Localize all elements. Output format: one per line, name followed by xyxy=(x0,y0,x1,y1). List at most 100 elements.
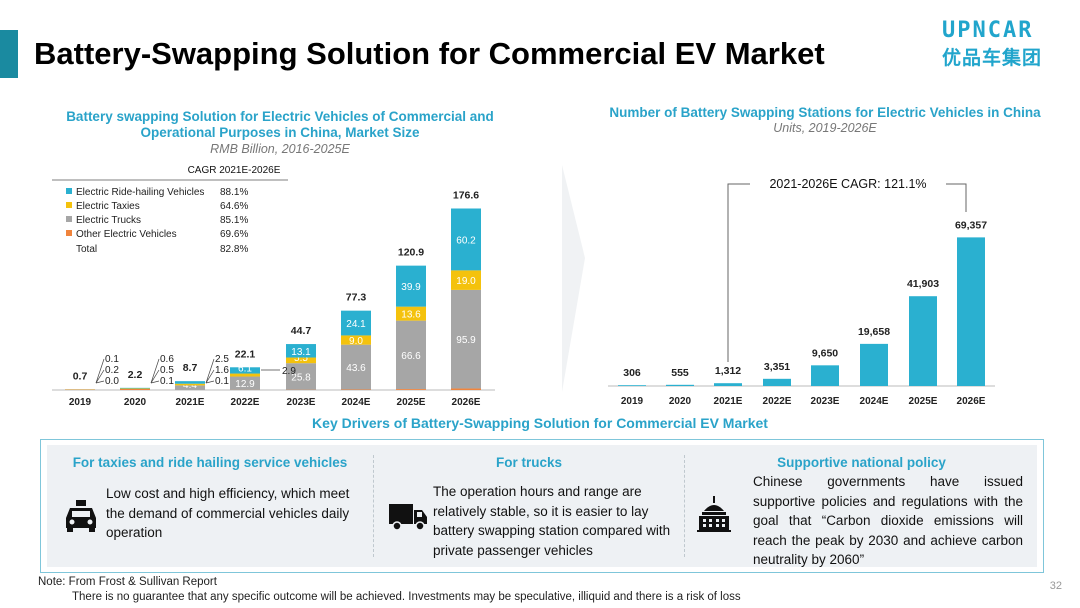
bar-value-label: 3,351 xyxy=(764,361,790,373)
bar-segment-electric-ride-hailing-vehicles xyxy=(175,381,205,384)
x-tick-label: 2021E xyxy=(176,397,205,408)
total-label: 176.6 xyxy=(453,189,479,201)
station-bar xyxy=(957,237,985,386)
total-label: 22.1 xyxy=(235,348,256,360)
legend-label: Electric Taxies xyxy=(76,201,140,212)
bar-segment-electric-trucks xyxy=(341,344,371,390)
drivers-panel: For taxies and ride hailing service vehi… xyxy=(40,439,1044,573)
column-divider xyxy=(684,455,685,557)
bar-segment-electric-ride-hailing-vehicles xyxy=(396,265,426,307)
callout-leader xyxy=(205,369,215,384)
bar-segment-other-electric-vehicles xyxy=(120,388,150,390)
segment-label: 19.0 xyxy=(456,276,476,287)
x-tick-label: 2019 xyxy=(69,397,92,408)
market-size-chart-subtitle: RMB Billion, 2016-2025E xyxy=(210,142,350,156)
bar-segment-electric-ride-hailing-vehicles xyxy=(341,310,371,336)
callout-label: 0.1 xyxy=(215,376,229,387)
callout-label: 2.9 xyxy=(282,366,296,377)
x-tick-label: 2022E xyxy=(763,396,792,407)
x-tick-label: 2025E xyxy=(909,396,938,407)
segment-label: 5.5 xyxy=(294,353,308,364)
legend-label: Other Electric Vehicles xyxy=(76,229,177,240)
callout-leader xyxy=(95,369,105,384)
x-tick-label: 2020 xyxy=(669,396,692,407)
x-tick-label: 2024E xyxy=(342,397,371,408)
segment-label: 13.1 xyxy=(291,347,311,358)
x-tick-label: 2026E xyxy=(452,397,481,408)
cagr-label: 2021-2026E CAGR: 121.1% xyxy=(769,177,926,191)
bar-segment-other-electric-vehicles xyxy=(396,389,426,390)
callout-leader xyxy=(205,358,215,384)
total-label: 77.3 xyxy=(346,292,367,304)
bar-value-label: 306 xyxy=(623,367,641,379)
legend-total-label: Total xyxy=(76,244,97,255)
driver-title-policy: Supportive national policy xyxy=(777,455,946,470)
total-label: 8.7 xyxy=(183,362,198,374)
stations-chart-subtitle: Units, 2019-2026E xyxy=(773,121,877,135)
x-tick-label: 2021E xyxy=(714,396,743,407)
segment-label: 0.4 xyxy=(73,380,87,391)
x-tick-label: 2020 xyxy=(124,397,147,408)
truck-icon xyxy=(387,500,429,537)
bar-segment-electric-taxies xyxy=(230,373,260,377)
station-bar xyxy=(714,383,742,386)
disclaimer: There is no guarantee that any specific … xyxy=(72,591,741,603)
logo-wordmark: UPNCAR xyxy=(942,18,1034,43)
bar-segment-electric-taxies xyxy=(175,383,205,386)
station-bar xyxy=(618,385,646,386)
segment-label: 4.4 xyxy=(183,380,197,391)
cagr-header: CAGR 2021E-2026E xyxy=(188,165,281,176)
callout-leader xyxy=(150,369,160,384)
callout-label: 1.6 xyxy=(215,365,229,376)
x-tick-label: 2023E xyxy=(811,396,840,407)
callout-leader xyxy=(150,358,160,384)
legend-swatch xyxy=(66,188,72,194)
bar-segment-electric-trucks xyxy=(175,385,205,390)
station-bar xyxy=(909,296,937,386)
segment-label: 1.0 xyxy=(128,380,142,391)
company-logo: UPNCAR 优品车集团 xyxy=(942,18,1062,70)
bar-value-label: 19,658 xyxy=(858,326,890,338)
bar-segment-electric-trucks xyxy=(286,363,316,390)
driver-column-policy: Supportive national policy xyxy=(686,445,1037,567)
page-number: 32 xyxy=(1049,580,1062,592)
total-label: 120.9 xyxy=(398,247,424,259)
legend-cagr: 85.1% xyxy=(220,215,248,226)
taxi-icon xyxy=(62,498,100,539)
page-title: Battery-Swapping Solution for Commercial… xyxy=(34,36,825,71)
driver-text-policy: Chinese governments have issued supporti… xyxy=(753,474,1023,567)
legend-cagr: 88.1% xyxy=(220,187,248,198)
bar-segment-electric-trucks xyxy=(230,376,260,390)
cagr-bracket-left xyxy=(727,183,750,362)
bar-segment-electric-trucks xyxy=(451,289,481,389)
column-divider xyxy=(373,455,374,557)
bar-segment-electric-ride-hailing-vehicles xyxy=(230,367,260,374)
total-label: 44.7 xyxy=(291,325,312,337)
government-building-icon xyxy=(696,495,732,538)
station-bar xyxy=(666,384,694,386)
bar-segment-electric-taxies xyxy=(341,335,371,345)
segment-label: 12.9 xyxy=(235,379,255,390)
bar-segment-electric-ride-hailing-vehicles xyxy=(286,344,316,358)
callout-label: 0.6 xyxy=(160,354,174,365)
driver-text-trucks: The operation hours and range are relati… xyxy=(433,484,671,558)
market-size-chart-title: Battery swapping Solution for Electric V… xyxy=(66,109,494,140)
segment-label: 60.2 xyxy=(456,235,476,246)
total-label: 2.2 xyxy=(128,369,143,381)
legend-label: Electric Ride-hailing Vehicles xyxy=(76,187,204,198)
cagr-bracket-right xyxy=(946,183,967,212)
legend-swatch xyxy=(66,216,72,222)
stations-chart-title: Number of Battery Swapping Stations for … xyxy=(609,105,1041,120)
bar-segment-electric-taxies xyxy=(286,357,316,364)
legend-swatch xyxy=(66,202,72,208)
transition-arrow xyxy=(562,165,585,392)
segment-label: 95.9 xyxy=(456,335,476,346)
logo-chinese-name: 优品车集团 xyxy=(942,48,1043,69)
callout-label: 2.5 xyxy=(215,354,229,365)
legend-cagr: 64.6% xyxy=(220,201,248,212)
bar-segment-electric-taxies xyxy=(120,388,150,389)
segment-label: 25.8 xyxy=(291,372,311,383)
segment-label: 43.6 xyxy=(346,363,366,374)
legend-cagr: 69.6% xyxy=(220,229,248,240)
